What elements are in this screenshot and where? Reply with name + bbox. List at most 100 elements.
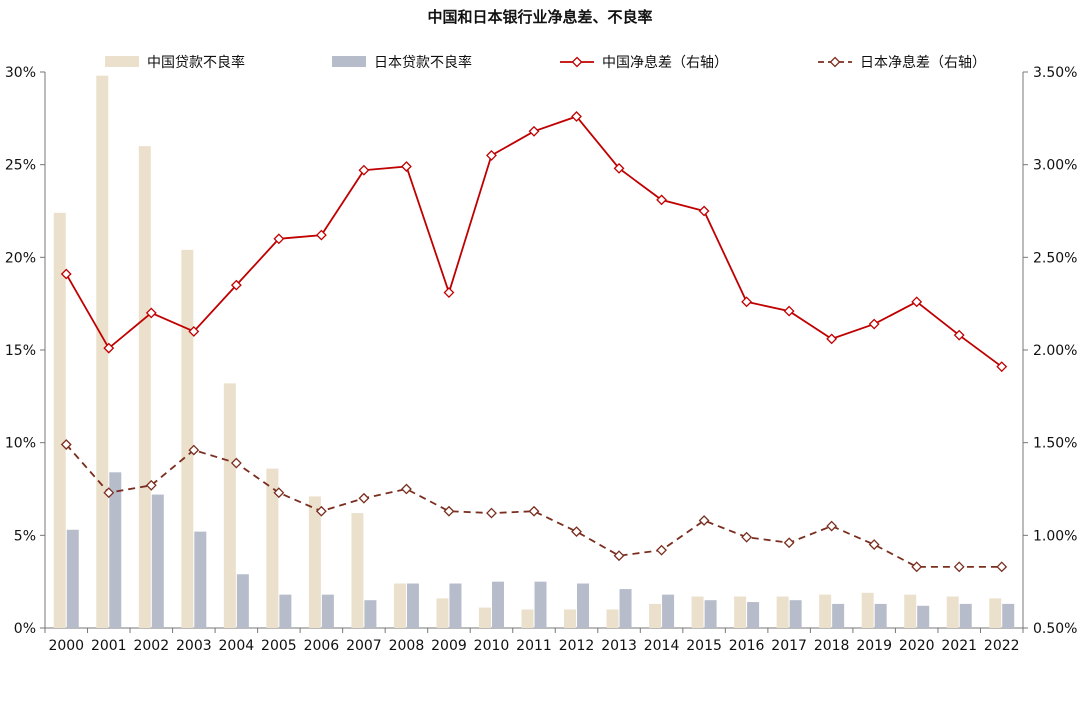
bar-series-1 (832, 603, 845, 628)
left-tick-label: 25% (5, 158, 36, 174)
bar-series-1 (66, 529, 79, 628)
line-marker-series-2 (358, 164, 370, 176)
bar-series-1 (109, 472, 122, 628)
left-tick-label: 15% (5, 343, 36, 359)
bar-series-0 (96, 75, 109, 628)
bar-series-0 (53, 212, 66, 628)
line-marker-series-2 (698, 205, 710, 217)
bar-series-0 (861, 592, 874, 628)
bar-series-1 (704, 600, 717, 628)
bar-series-0 (478, 607, 491, 628)
legend-swatch (105, 56, 139, 67)
bar-series-1 (151, 494, 164, 628)
bar-series-0 (691, 596, 704, 628)
bar-series-0 (521, 609, 534, 628)
line-marker-series-3 (741, 531, 753, 543)
line-marker-series-3 (571, 526, 582, 538)
bar-series-1 (194, 531, 207, 628)
legend-label: 日本净息差（右轴） (860, 54, 986, 71)
line-marker-series-2 (188, 326, 200, 337)
bar-series-1 (619, 589, 632, 628)
bar-series-0 (776, 596, 789, 628)
left-tick-label: 5% (14, 528, 36, 544)
line-marker-series-3 (783, 537, 795, 549)
line-marker-series-3 (528, 505, 540, 517)
x-tick-label: 2016 (729, 638, 765, 654)
line-marker-series-2 (443, 287, 455, 298)
legend-swatch (332, 56, 366, 67)
x-tick-label: 2009 (431, 638, 467, 654)
line-marker-series-2 (868, 318, 880, 330)
bar-series-0 (649, 603, 662, 628)
line-marker-series-3 (230, 457, 242, 469)
line-marker-series-3 (613, 550, 625, 562)
bar-series-0 (181, 249, 194, 629)
right-tick-label: 1.50% (1033, 436, 1077, 452)
line-marker-series-2 (103, 342, 115, 354)
x-tick-label: 2005 (261, 638, 297, 654)
line-marker-series-3 (443, 505, 455, 517)
legend-marker (571, 56, 583, 68)
bar-series-0 (393, 583, 406, 628)
bar-series-0 (606, 609, 619, 628)
bar-series-1 (406, 583, 419, 628)
line-marker-series-2 (826, 333, 838, 345)
line-marker-series-2 (911, 296, 923, 308)
x-tick-label: 2021 (941, 638, 977, 654)
line-marker-series-2 (230, 279, 242, 291)
line-marker-series-2 (315, 229, 327, 241)
bar-series-0 (734, 596, 747, 628)
bar-series-1 (874, 603, 887, 628)
bar-series-0 (564, 609, 577, 628)
line-marker-series-3 (868, 539, 880, 551)
bar-series-0 (138, 146, 151, 628)
line-marker-series-2 (953, 329, 965, 341)
bar-series-1 (917, 605, 930, 628)
line-marker-series-3 (486, 507, 497, 519)
x-tick-label: 2001 (91, 638, 127, 654)
line-marker-series-3 (953, 561, 965, 573)
line-marker-series-2 (401, 161, 412, 172)
bar-series-1 (959, 603, 972, 628)
legend-marker (829, 56, 841, 68)
line-marker-series-2 (60, 268, 72, 280)
x-tick-label: 2007 (346, 638, 382, 654)
bar-series-0 (436, 598, 449, 628)
x-tick-label: 2008 (389, 638, 425, 654)
right-tick-label: 1.00% (1033, 528, 1077, 544)
x-tick-label: 2022 (984, 638, 1020, 654)
line-marker-series-2 (145, 307, 157, 319)
bar-series-0 (946, 596, 959, 628)
bar-series-1 (491, 581, 504, 628)
bar-series-1 (321, 594, 334, 628)
x-tick-label: 2006 (304, 638, 340, 654)
x-tick-label: 2002 (133, 638, 169, 654)
legend-label: 中国贷款不良率 (147, 54, 245, 71)
bar-series-0 (308, 496, 321, 628)
line-marker-series-3 (315, 505, 327, 517)
chart-title: 中国和日本银行业净息差、不良率 (427, 8, 653, 26)
x-tick-label: 2017 (771, 638, 807, 654)
bar-series-1 (449, 583, 462, 628)
legend-label: 日本贷款不良率 (374, 54, 472, 71)
line-marker-series-3 (60, 439, 72, 450)
bar-series-1 (789, 600, 802, 628)
line-marker-series-2 (656, 194, 667, 206)
x-tick-label: 2000 (48, 638, 84, 654)
line-marker-series-2 (741, 296, 753, 308)
line-series-2 (65, 115, 1003, 368)
x-tick-label: 2014 (644, 638, 680, 654)
right-tick-label: 3.00% (1033, 158, 1077, 174)
bar-series-1 (1002, 603, 1015, 628)
x-tick-label: 2020 (899, 638, 935, 654)
bar-series-0 (266, 468, 279, 628)
line-marker-series-3 (656, 544, 667, 556)
legend-label: 中国净息差（右轴） (602, 54, 728, 71)
left-tick-label: 20% (5, 250, 36, 266)
bar-series-1 (747, 602, 760, 628)
bar-series-1 (577, 583, 590, 628)
line-marker-series-3 (911, 561, 923, 573)
left-tick-label: 0% (14, 621, 36, 637)
bar-series-1 (662, 594, 675, 628)
